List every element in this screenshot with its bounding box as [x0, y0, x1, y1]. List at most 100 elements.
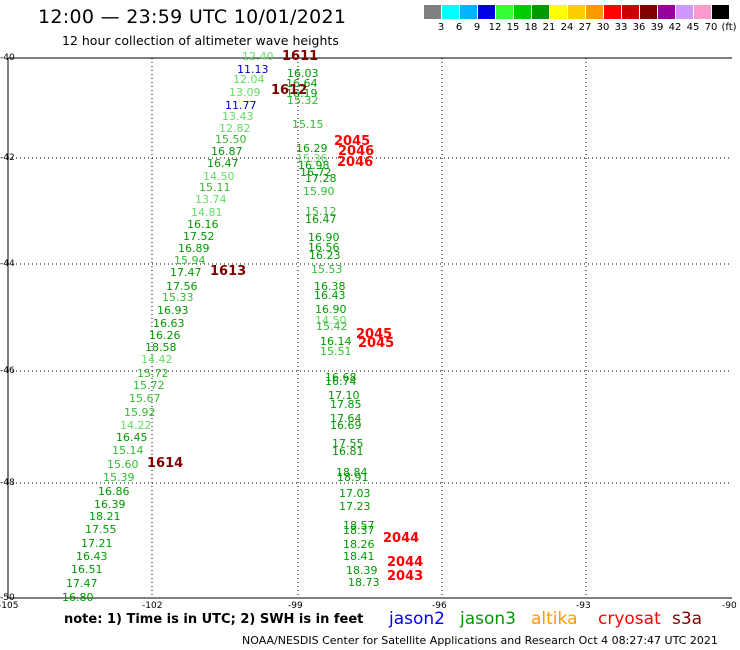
- wave-height-value: 13.43: [222, 110, 254, 123]
- longitude-label: -90: [722, 601, 737, 611]
- wave-height-value: 16.80: [62, 591, 94, 604]
- wave-height-value: 16.45: [116, 431, 148, 444]
- longitude-label: -105: [0, 601, 19, 611]
- scale-label: 12: [488, 22, 502, 33]
- map-title: 12:00 — 23:59 UTC 10/01/2021: [38, 6, 347, 28]
- wave-height-value: 14.50: [203, 170, 235, 183]
- wave-height-value: 18.41: [343, 550, 375, 563]
- scale-swatch: [640, 5, 657, 19]
- wave-height-value: 13.09: [229, 86, 261, 99]
- wave-height-value: 15.39: [103, 471, 135, 484]
- wave-height-value: 16.64: [286, 77, 318, 90]
- scale-swatch: [658, 5, 675, 19]
- wave-height-value: 16.38: [314, 280, 346, 293]
- wave-height-value: 18.21: [89, 510, 121, 523]
- scale-swatch: [604, 5, 621, 19]
- wave-height-value: 15.36: [296, 152, 328, 165]
- scale-label: 39: [650, 22, 664, 33]
- wave-height-value: 17.85: [330, 398, 362, 411]
- wave-height-value: 18.84: [336, 466, 368, 479]
- scale-swatch: [586, 5, 603, 19]
- scale-swatch: [442, 5, 459, 19]
- scale-swatch: [496, 5, 513, 19]
- satellite-legend-cryosat: cryosat: [598, 609, 661, 629]
- wave-height-value: 16.47: [207, 157, 239, 170]
- wave-height-value: 18.91: [337, 471, 369, 484]
- scale-label: 42: [668, 22, 682, 33]
- scale-label: 30: [596, 22, 610, 33]
- wave-height-value: 16.51: [71, 563, 103, 576]
- pass-time-label: 1612: [271, 83, 308, 98]
- pass-time-label: 2045: [358, 336, 395, 351]
- scale-label: 21: [542, 22, 556, 33]
- wave-height-value: 18.57: [343, 519, 375, 532]
- wave-height-value: 15.32: [287, 94, 319, 107]
- pass-time-label: 1611: [282, 49, 319, 64]
- wave-height-value: 16.81: [332, 445, 364, 458]
- wave-height-value: 17.55: [332, 437, 364, 450]
- wave-height-value: 16.26: [149, 329, 181, 342]
- wave-height-value: 15.14: [112, 444, 144, 457]
- wave-height-value: 16.14: [320, 335, 352, 348]
- wave-height-value: 16.90: [315, 303, 347, 316]
- wave-height-value: 15.42: [316, 320, 348, 333]
- scale-swatch: [460, 5, 477, 19]
- wave-height-value: 18.73: [348, 576, 380, 589]
- wave-height-value: 11.13: [237, 63, 269, 76]
- longitude-label: -99: [288, 601, 303, 611]
- wave-height-value: 16.43: [76, 550, 108, 563]
- wave-height-value: 14.42: [141, 353, 173, 366]
- pass-time-label: 2044: [387, 555, 424, 570]
- wave-height-value: 16.90: [308, 231, 340, 244]
- wave-height-value: 15.92: [124, 406, 156, 419]
- credit-line: NOAA/NESDIS Center for Satellite Applica…: [242, 634, 718, 647]
- wave-height-value: 17.55: [85, 523, 117, 536]
- wave-height-value: 17.21: [81, 537, 113, 550]
- wave-height-value: 18.39: [346, 564, 378, 577]
- scale-swatch: [712, 5, 729, 19]
- pass-time-label: 2046: [338, 144, 375, 159]
- wave-height-value: 16.16: [187, 218, 219, 231]
- wave-height-value: 15.72: [137, 367, 169, 380]
- scale-label: 27: [578, 22, 592, 33]
- pass-time-label: 2045: [334, 134, 371, 149]
- wave-height-value: 16.68: [325, 371, 357, 384]
- wave-height-value: 16.03: [287, 67, 319, 80]
- pass-time-label: 2046: [337, 155, 374, 170]
- wave-height-value: 16.98: [298, 159, 330, 172]
- latitude-label: -42: [0, 153, 15, 163]
- scale-label: 36: [632, 22, 646, 33]
- wave-height-value: 18.26: [343, 538, 375, 551]
- wave-height-value: 12.82: [219, 122, 251, 135]
- pass-time-label: 2044: [383, 531, 420, 546]
- units-note: note: 1) Time is in UTC; 2) SWH is in fe…: [64, 612, 364, 627]
- scale-label: 70: [704, 22, 718, 33]
- pass-time-label: 2045: [356, 327, 393, 342]
- scale-label: 45: [686, 22, 700, 33]
- satellite-legend-altika: altika: [531, 609, 578, 629]
- scale-swatch: [514, 5, 531, 19]
- wave-height-value: 15.72: [133, 379, 165, 392]
- scale-swatch: [676, 5, 693, 19]
- latitude-label: -50: [0, 593, 15, 603]
- wave-height-value: 15.60: [107, 458, 139, 471]
- wave-height-value: 14.50: [315, 314, 347, 327]
- scale-label: 9: [473, 22, 481, 33]
- scale-label: (ft): [721, 22, 737, 33]
- wave-height-value: 16.29: [296, 142, 328, 155]
- wave-height-value: 17.52: [183, 230, 215, 243]
- wave-height-value: 15.94: [174, 254, 206, 267]
- scale-swatch: [532, 5, 549, 19]
- wave-height-value: 14.22: [120, 419, 152, 432]
- wave-height-value: 16.89: [178, 242, 210, 255]
- scale-label: 15: [506, 22, 520, 33]
- wave-height-value: 15.15: [292, 118, 324, 131]
- wave-height-value: 17.47: [170, 266, 202, 279]
- wave-height-value: 16.74: [325, 375, 357, 388]
- wave-height-value: 12.04: [233, 73, 265, 86]
- wave-height-value: 16.23: [309, 249, 341, 262]
- wave-height-value: 16.56: [308, 241, 340, 254]
- wave-height-value: 16.43: [314, 289, 346, 302]
- wave-height-value: 18.58: [145, 341, 177, 354]
- wave-height-value: 15.33: [162, 291, 194, 304]
